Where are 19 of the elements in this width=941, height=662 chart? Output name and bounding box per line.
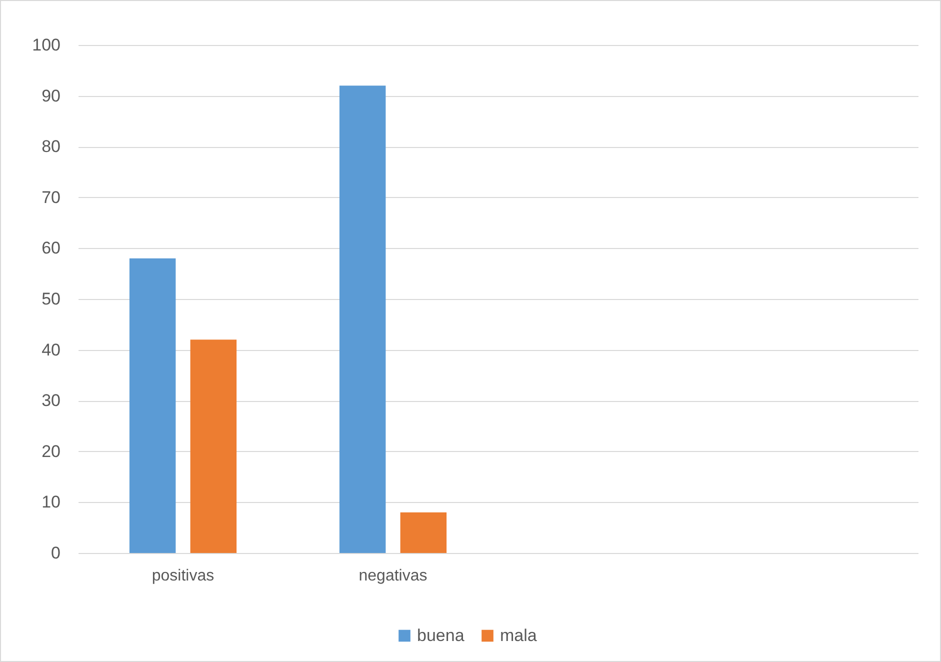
- bar: [129, 258, 176, 553]
- legend-label: buena: [417, 626, 465, 645]
- legend-label: mala: [500, 626, 538, 645]
- y-tick-label: 50: [42, 290, 60, 308]
- y-tick-label: 30: [42, 391, 60, 410]
- bar: [400, 512, 447, 553]
- y-tick-label: 80: [42, 137, 60, 156]
- bar: [339, 86, 386, 553]
- y-tick-label: 40: [42, 340, 60, 360]
- bar: [190, 340, 237, 553]
- y-tick-label: 0: [51, 544, 60, 562]
- y-tick-label: 20: [42, 442, 60, 461]
- x-tick-label: positivas: [152, 568, 214, 584]
- y-tick-label: 70: [42, 188, 60, 207]
- x-tick-label: negativas: [358, 568, 428, 584]
- y-tick-label: 10: [42, 492, 60, 512]
- y-tick-label: 90: [42, 86, 60, 106]
- y-tick-label: 60: [42, 238, 60, 258]
- y-tick-label: 100: [32, 36, 60, 54]
